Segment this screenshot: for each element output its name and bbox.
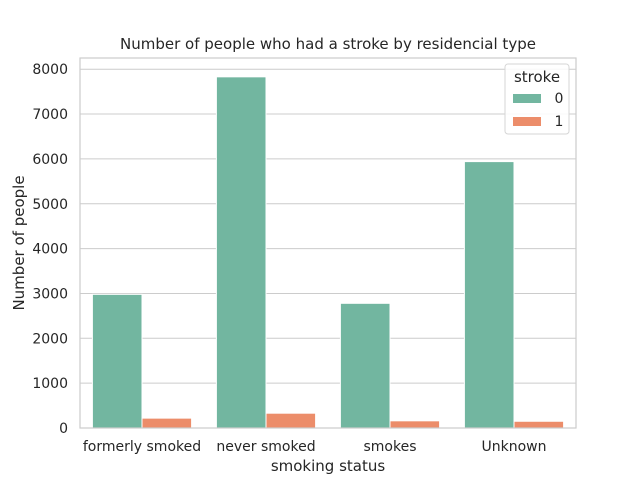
bars [91, 76, 565, 429]
gridlines [80, 68, 576, 429]
legend: stroke 0 1 [504, 63, 570, 135]
x-tick-label: formerly smoked [83, 439, 201, 455]
x-tick-label: Unknown [482, 439, 547, 455]
bar-never-smoked-stroke-0 [215, 76, 267, 429]
bar-unknown-stroke-0 [463, 161, 515, 429]
y-tick-label: 3000 [32, 286, 68, 302]
y-tick-label: 6000 [32, 152, 68, 168]
x-tick-label: never smoked [216, 439, 315, 455]
plot-frame [79, 57, 577, 429]
bar-formerly-smoked-stroke-1 [141, 417, 193, 429]
x-tick-label: smokes [363, 439, 416, 455]
chart-title: Number of people who had a stroke by res… [120, 35, 536, 53]
y-tick-label: 4000 [32, 242, 68, 258]
bar-unknown-stroke-1 [513, 420, 565, 429]
y-tick-label: 2000 [32, 331, 68, 347]
y-axis-title: Number of people [10, 175, 28, 310]
legend-label: 0 [555, 91, 564, 107]
y-tick-labels: 0 1000 2000 3000 4000 5000 6000 7000 8000 [32, 62, 68, 437]
bar-smokes-stroke-0 [339, 302, 391, 429]
legend-swatch [513, 117, 541, 126]
legend-title: stroke [514, 68, 560, 86]
y-tick-label: 5000 [32, 197, 68, 213]
legend-swatch [513, 94, 541, 103]
y-tick-label: 0 [59, 421, 68, 437]
bar-smokes-stroke-1 [389, 420, 441, 429]
x-axis-title: smoking status [271, 457, 386, 475]
x-tick-labels: formerly smoked never smoked smokes Unknown [83, 439, 547, 455]
bar-formerly-smoked-stroke-0 [91, 293, 143, 429]
legend-label: 1 [555, 114, 564, 130]
bar-never-smoked-stroke-1 [265, 412, 317, 429]
y-tick-label: 8000 [32, 62, 68, 78]
y-tick-label: 1000 [32, 376, 68, 392]
y-tick-label: 7000 [32, 107, 68, 123]
